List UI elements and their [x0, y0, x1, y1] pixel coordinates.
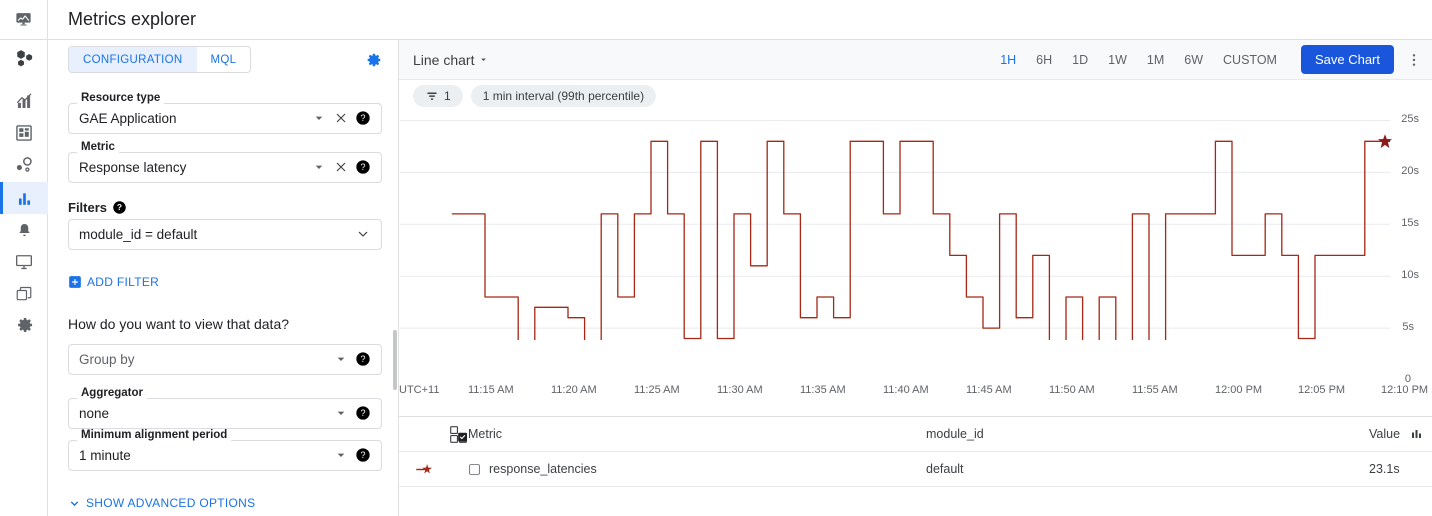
svg-text:?: ? [360, 162, 365, 172]
svg-text:?: ? [360, 408, 365, 418]
svg-text:?: ? [360, 113, 365, 123]
svg-text:?: ? [360, 354, 365, 364]
svg-text:?: ? [117, 202, 122, 212]
svg-text:?: ? [360, 450, 365, 460]
